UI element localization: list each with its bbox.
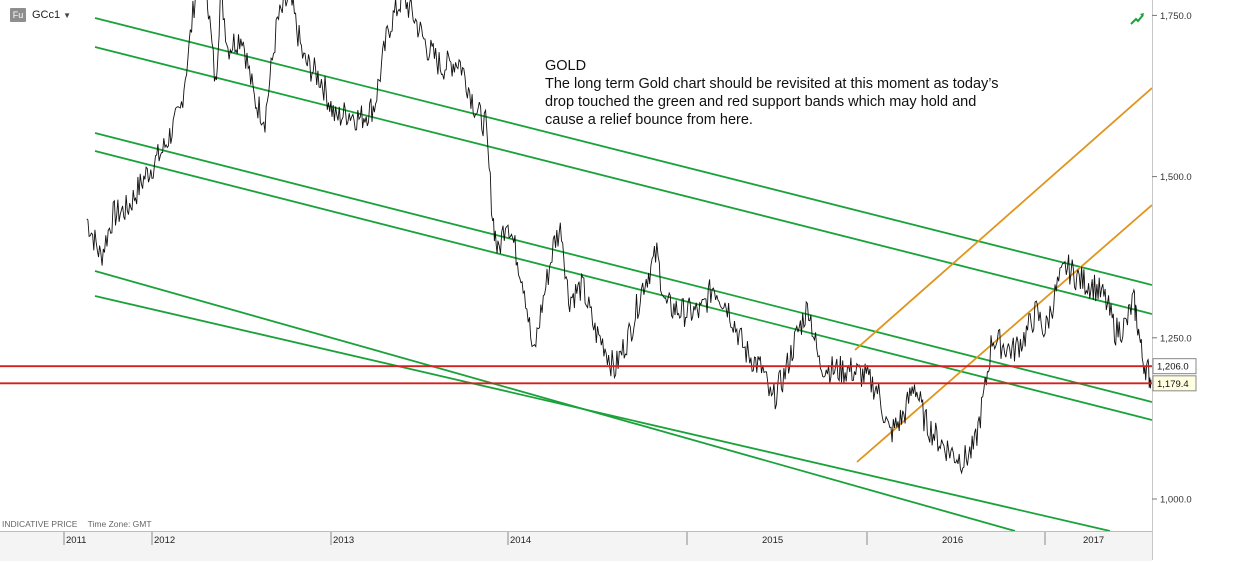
x-tick-label: 2014 [510, 535, 531, 546]
annotation-line-1: The long term Gold chart should be revis… [545, 76, 999, 92]
price-label-text: 1,179.4 [1157, 379, 1189, 390]
uptrend-line-1 [854, 87, 1152, 351]
x-tick-label: 2012 [154, 535, 175, 546]
chart-toolbar: Fu GCc1 ▼ [10, 8, 71, 22]
channel-line-2 [94, 46, 1152, 315]
channel-line-5 [94, 270, 1016, 531]
uptrend-line-2 [856, 204, 1152, 463]
x-tick-label: 2015 [762, 535, 783, 546]
channel-line-4 [94, 150, 1152, 421]
channel-line-3 [94, 132, 1152, 403]
chevron-down-icon: ▼ [63, 10, 72, 20]
y-tick-label: 1,000.0 [1160, 495, 1192, 506]
price-label-box [1152, 375, 1197, 392]
channel-line-6 [94, 295, 1111, 531]
y-tick-label: 1,250.0 [1160, 333, 1192, 344]
timezone-label: Time Zone: GMT [87, 519, 152, 529]
price-label-text: 1,206.0 [1157, 362, 1189, 373]
x-tick-label: 2013 [333, 535, 354, 546]
symbol-label: GCc1 [32, 9, 61, 21]
price-label-1: 1,206.0 [1152, 358, 1197, 375]
annotation-line-2: drop touched the green and red support b… [545, 94, 977, 110]
time-axis[interactable] [0, 531, 1152, 561]
price-type-label: INDICATIVE PRICE [2, 519, 78, 529]
y-tick-label: 1,750.0 [1160, 11, 1192, 22]
x-tick-label: 2016 [942, 535, 963, 546]
price-label-2: 1,179.4 [1152, 375, 1197, 392]
symbol-selector[interactable]: GCc1 ▼ [32, 9, 71, 21]
price-label-box [1152, 358, 1197, 375]
x-tick-label: 2017 [1083, 535, 1104, 546]
trend-arrow-icon[interactable] [1130, 10, 1146, 26]
price-axis[interactable] [1152, 0, 1255, 560]
instrument-type-badge[interactable]: Fu [10, 8, 26, 22]
y-tick-label: 1,500.0 [1160, 172, 1192, 183]
x-tick-label: 2011 [66, 535, 86, 546]
annotation-title: GOLD [545, 58, 587, 74]
annotation-line-3: cause a relief bounce from here. [545, 112, 753, 128]
price-series-line [86, 0, 1152, 475]
chart-footnote: INDICATIVE PRICE Time Zone: GMT [2, 519, 160, 529]
chart-annotation: GOLD The long term Gold chart should be … [545, 57, 1105, 129]
